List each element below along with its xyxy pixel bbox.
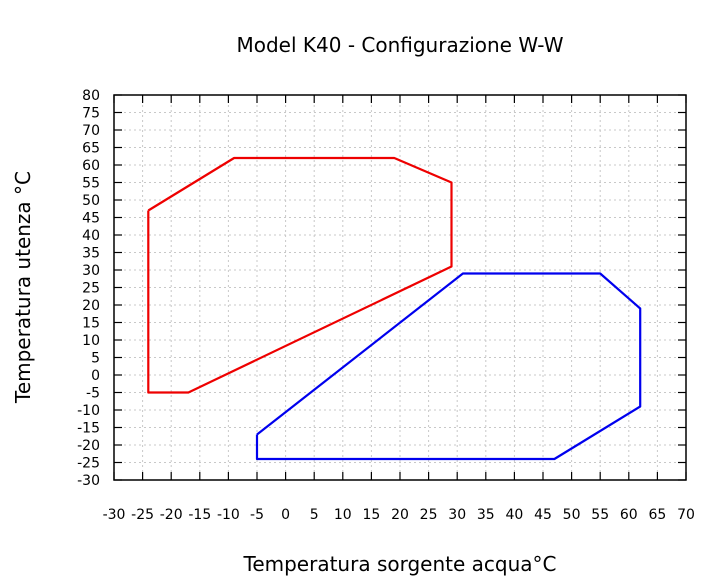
y-tick-label: -30 bbox=[77, 473, 100, 489]
x-tick-label: 60 bbox=[620, 507, 638, 523]
y-axis-label: Temperatura utenza °C bbox=[11, 171, 35, 404]
x-tick-label: 40 bbox=[505, 507, 523, 523]
y-tick-label: 15 bbox=[82, 316, 100, 332]
y-tick-label: -25 bbox=[77, 456, 100, 472]
grid bbox=[114, 95, 686, 480]
x-tick-label: 25 bbox=[420, 507, 438, 523]
x-tick-label: 50 bbox=[563, 507, 581, 523]
y-tick-label: 40 bbox=[82, 228, 100, 244]
x-tick-label: 20 bbox=[391, 507, 409, 523]
y-tick-label: 45 bbox=[82, 211, 100, 227]
y-tick-label: 25 bbox=[82, 281, 100, 297]
x-tick-label: 10 bbox=[334, 507, 352, 523]
y-tick-label: 80 bbox=[82, 88, 100, 104]
x-tick-label: 45 bbox=[534, 507, 552, 523]
x-axis-label: Temperatura sorgente acqua°C bbox=[243, 552, 557, 576]
chart-title: Model K40 - Configurazione W-W bbox=[236, 33, 563, 57]
y-tick-label: 75 bbox=[82, 106, 100, 122]
y-tick-label: 20 bbox=[82, 298, 100, 314]
x-axis: -30 -25 -20 -15 -10 -5 0 5 10 15 20 25 30 35 40 45 50 55 6… bbox=[103, 95, 695, 523]
plot-frame bbox=[113, 94, 687, 481]
x-tick-label: -30 bbox=[103, 507, 126, 523]
envelope-line-2 bbox=[255, 272, 642, 461]
x-tick-label: -20 bbox=[160, 507, 183, 523]
x-tick-label: 65 bbox=[648, 507, 666, 523]
x-tick-label: -25 bbox=[131, 507, 154, 523]
y-tick-label: 65 bbox=[82, 141, 100, 157]
series-group bbox=[147, 156, 642, 461]
x-tick-label: 15 bbox=[362, 507, 380, 523]
y-tick-label: 5 bbox=[91, 351, 100, 367]
x-tick-label: 5 bbox=[310, 507, 319, 523]
y-tick-label: 60 bbox=[82, 158, 100, 174]
y-tick-label: 30 bbox=[82, 263, 100, 279]
x-tick-label: 30 bbox=[448, 507, 466, 523]
envelope-line-1 bbox=[147, 156, 453, 394]
y-tick-label: 70 bbox=[82, 123, 100, 139]
x-tick-label: 35 bbox=[477, 507, 495, 523]
y-tick-label: 0 bbox=[91, 368, 100, 384]
x-tick-label: 55 bbox=[591, 507, 609, 523]
y-tick-label: 50 bbox=[82, 193, 100, 209]
y-tick-label: -10 bbox=[77, 403, 100, 419]
y-tick-label: -15 bbox=[77, 421, 100, 437]
x-tick-label: -15 bbox=[188, 507, 211, 523]
y-tick-label: 10 bbox=[82, 333, 100, 349]
y-tick-label: 55 bbox=[82, 176, 100, 192]
x-tick-label: -5 bbox=[250, 507, 264, 523]
x-tick-label: 70 bbox=[677, 507, 695, 523]
x-tick-label: 0 bbox=[281, 507, 290, 523]
y-tick-label: 35 bbox=[82, 246, 100, 262]
x-tick-label: -10 bbox=[217, 507, 240, 523]
y-tick-label: -20 bbox=[77, 438, 100, 454]
y-tick-label: -5 bbox=[86, 386, 100, 402]
